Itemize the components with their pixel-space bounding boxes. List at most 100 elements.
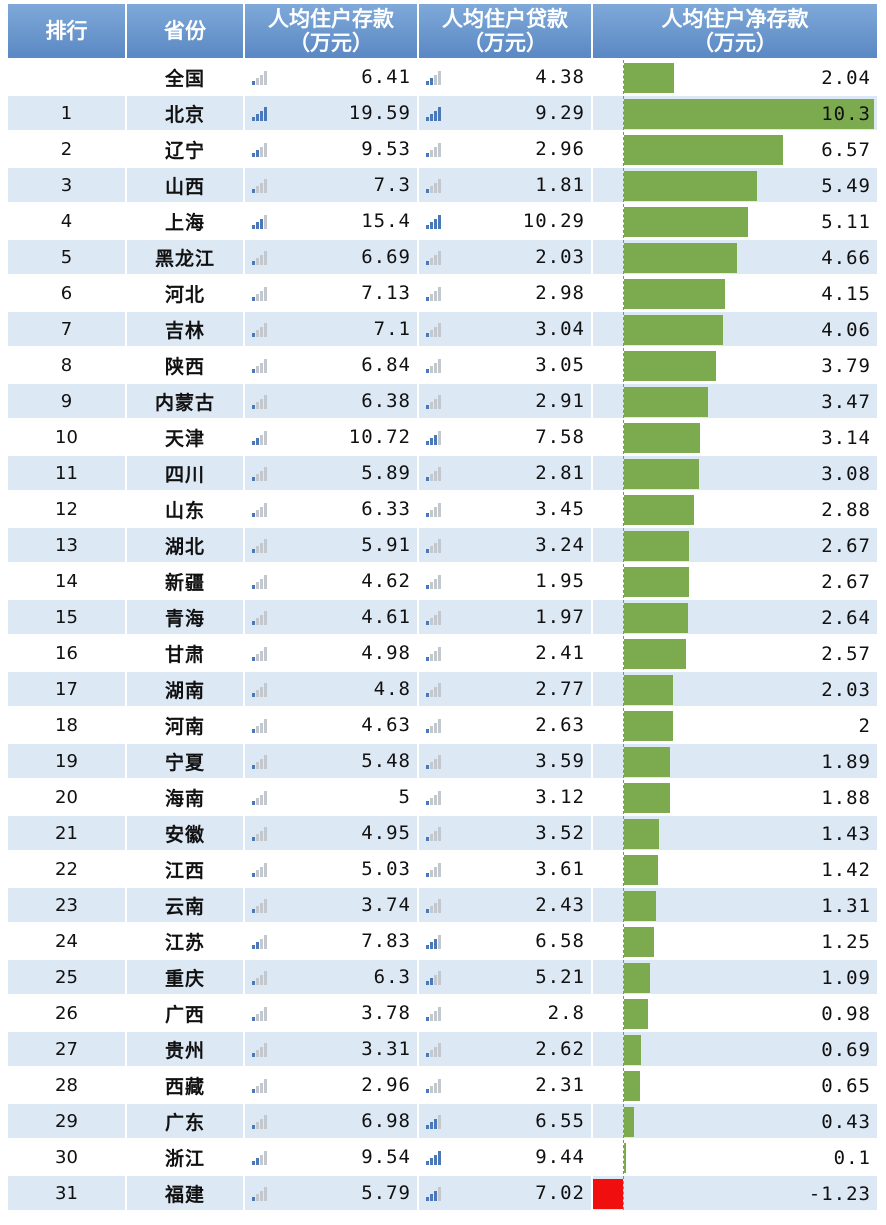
deposit-value: 7.83 (361, 930, 411, 952)
net-bar (624, 963, 651, 993)
table-row[interactable]: 24 江苏 7.83 6.58 1.25 (8, 922, 879, 959)
header-loan[interactable]: 人均住户贷款 （万元） (418, 4, 593, 59)
net-value: 3.47 (821, 391, 871, 413)
net-deposit-table: 排行 省份 人均住户存款 （万元） 人均住户贷款 （万元） 人均住户净存款 （万… (8, 4, 879, 1210)
deposit-cell: 9.53 (244, 130, 419, 167)
deposit-cell: 7.13 (244, 274, 419, 311)
signal-bar-deposit-22-3 (264, 863, 267, 877)
rank-cell: 10 (8, 418, 127, 455)
loan-value: 3.12 (535, 786, 585, 808)
table-row[interactable]: 22 江西 5.03 3.61 1.42 (8, 850, 879, 887)
header-net[interactable]: 人均住户净存款 （万元） (592, 4, 879, 59)
deposit-value: 6.33 (361, 498, 411, 520)
table-row[interactable]: 21 安徽 4.95 3.52 1.43 (8, 814, 879, 851)
header-deposit-unit: （万元） (289, 31, 373, 55)
table-row[interactable]: 7 吉林 7.1 3.04 4.06 (8, 310, 879, 347)
signal-bar-deposit-15-2 (260, 615, 263, 625)
signal-bar-deposit-31-2 (260, 1191, 263, 1201)
signal-bar-loan-24-2 (434, 939, 437, 949)
table-row[interactable]: 13 湖北 5.91 3.24 2.67 (8, 526, 879, 563)
signal-bars-icon (252, 179, 267, 193)
table-row[interactable]: 28 西藏 2.96 2.31 0.65 (8, 1066, 879, 1103)
table-row[interactable]: 1 北京 19.59 9.29 10.3 (8, 94, 879, 131)
table-row[interactable]: 27 贵州 3.31 2.62 0.69 (8, 1030, 879, 1067)
net-cell: 2.67 (592, 526, 879, 563)
net-bar (624, 999, 648, 1029)
signal-bar-loan-25-0 (426, 981, 429, 985)
loan-value: 9.29 (535, 102, 585, 124)
signal-bar-loan-10-1 (430, 438, 433, 445)
signal-bars-icon (426, 935, 441, 949)
table-row[interactable]: 8 陕西 6.84 3.05 3.79 (8, 346, 879, 383)
zero-axis-line (623, 600, 625, 634)
signal-bar-loan-27-0 (426, 1053, 429, 1057)
loan-cell: 3.24 (418, 526, 593, 563)
province-cell: 全国 (126, 58, 245, 95)
net-cell: 2.64 (592, 598, 879, 635)
signal-bar-deposit-16-0 (252, 657, 255, 661)
deposit-cell: 4.62 (244, 562, 419, 599)
signal-bar-loan-12-1 (430, 510, 433, 517)
rank-cell: 4 (8, 202, 127, 239)
zero-axis-line (623, 924, 625, 958)
table-row[interactable]: 19 宁夏 5.48 3.59 1.89 (8, 742, 879, 779)
table-row[interactable]: 16 甘肃 4.98 2.41 2.57 (8, 634, 879, 671)
table-row[interactable]: 12 山东 6.33 3.45 2.88 (8, 490, 879, 527)
signal-bars-icon (426, 359, 441, 373)
signal-bars-icon (426, 179, 441, 193)
signal-bar-loan-20-3 (438, 791, 441, 805)
loan-cell: 1.97 (418, 598, 593, 635)
table-row[interactable]: 2 辽宁 9.53 2.96 6.57 (8, 130, 879, 167)
table-row[interactable]: 全国 6.41 4.38 2.04 (8, 58, 879, 95)
signal-bar-loan-29-2 (434, 1119, 437, 1129)
net-bar (624, 207, 749, 237)
table-row[interactable]: 11 四川 5.89 2.81 3.08 (8, 454, 879, 491)
table-row[interactable]: 18 河南 4.63 2.63 2 (8, 706, 879, 743)
table-row[interactable]: 30 浙江 9.54 9.44 0.1 (8, 1138, 879, 1175)
loan-cell: 5.21 (418, 958, 593, 995)
signal-bar-deposit-7-2 (260, 327, 263, 337)
rank-cell: 14 (8, 562, 127, 599)
table-row[interactable]: 4 上海 15.4 10.29 5.11 (8, 202, 879, 239)
signal-bars-icon (252, 467, 267, 481)
net-value: 5.49 (821, 175, 871, 197)
table-row[interactable]: 9 内蒙古 6.38 2.91 3.47 (8, 382, 879, 419)
table-row[interactable]: 15 青海 4.61 1.97 2.64 (8, 598, 879, 635)
signal-bar-loan-8-1 (430, 366, 433, 373)
signal-bar-loan-5-3 (438, 251, 441, 265)
rank-cell: 6 (8, 274, 127, 311)
header-province[interactable]: 省份 (126, 4, 245, 59)
signal-bar-deposit-6-1 (256, 294, 259, 301)
signal-bar-deposit-16-1 (256, 654, 259, 661)
signal-bar-loan-11-0 (426, 477, 429, 481)
header-rank[interactable]: 排行 (8, 4, 127, 59)
table-row[interactable]: 17 湖南 4.8 2.77 2.03 (8, 670, 879, 707)
table-row[interactable]: 26 广西 3.78 2.8 0.98 (8, 994, 879, 1031)
header-deposit[interactable]: 人均住户存款 （万元） (244, 4, 419, 59)
signal-bars-icon (252, 683, 267, 697)
table-row[interactable]: 6 河北 7.13 2.98 4.15 (8, 274, 879, 311)
table-row[interactable]: 20 海南 5 3.12 1.88 (8, 778, 879, 815)
signal-bar-loan-13-0 (426, 549, 429, 553)
table-row[interactable]: 23 云南 3.74 2.43 1.31 (8, 886, 879, 923)
table-row[interactable]: 3 山西 7.3 1.81 5.49 (8, 166, 879, 203)
table-row[interactable]: 5 黑龙江 6.69 2.03 4.66 (8, 238, 879, 275)
table-row[interactable]: 31 福建 5.79 7.02 -1.23 (8, 1174, 879, 1210)
table-row[interactable]: 29 广东 6.98 6.55 0.43 (8, 1102, 879, 1139)
signal-bar-deposit-23-1 (256, 906, 259, 913)
signal-bar-deposit-11-0 (252, 477, 255, 481)
signal-bar-deposit-27-2 (260, 1047, 263, 1057)
table-row[interactable]: 25 重庆 6.3 5.21 1.09 (8, 958, 879, 995)
signal-bar-loan-17-3 (438, 683, 441, 697)
signal-bars-icon (426, 539, 441, 553)
signal-bars-icon (252, 251, 267, 265)
table-row[interactable]: 10 天津 10.72 7.58 3.14 (8, 418, 879, 455)
table-row[interactable]: 14 新疆 4.62 1.95 2.67 (8, 562, 879, 599)
signal-bar-loan-8-2 (434, 363, 437, 373)
signal-bar-deposit-5-2 (260, 255, 263, 265)
signal-bars-icon (426, 251, 441, 265)
net-value: 10.3 (821, 103, 871, 125)
signal-bar-loan-4-3 (438, 215, 441, 229)
zero-axis-line (623, 1176, 625, 1210)
signal-bar-loan-18-2 (434, 723, 437, 733)
